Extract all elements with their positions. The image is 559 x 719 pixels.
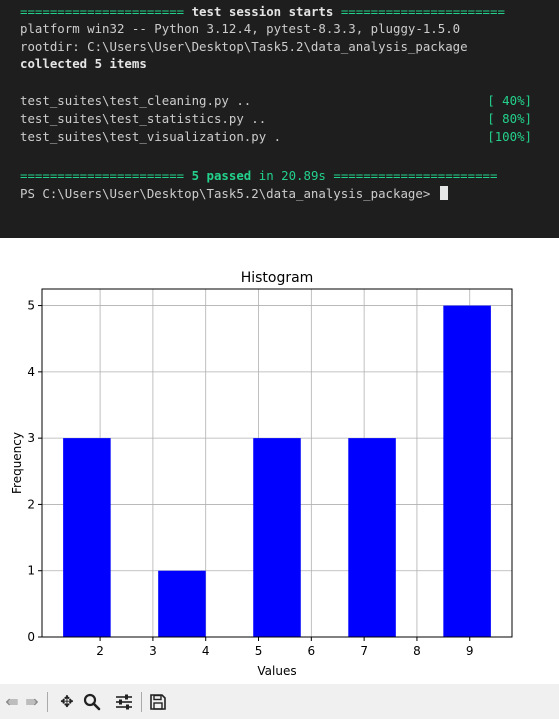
x-tick-label: 6 xyxy=(308,644,316,658)
x-tick-label: 4 xyxy=(202,644,210,658)
bars xyxy=(63,305,491,637)
pan-icon[interactable]: ✥ xyxy=(60,692,74,711)
configure-subplots-icon[interactable] xyxy=(113,693,135,711)
summary-duration: in 20.89s xyxy=(258,168,326,183)
y-tick-label: 5 xyxy=(27,299,35,313)
summary-passed: 5 passed xyxy=(191,168,252,183)
toolbar-separator xyxy=(47,692,48,712)
histogram-bar xyxy=(348,438,396,637)
test-result-row: test_suites\test_statistics.py .. [ 80%] xyxy=(20,110,532,128)
test-result-file: test_suites\test_cleaning.py .. xyxy=(20,93,252,108)
save-icon[interactable] xyxy=(148,693,168,711)
histogram-bar xyxy=(63,438,111,637)
session-header-title: test session starts xyxy=(191,4,334,19)
test-result-row: test_suites\test_visualization.py . [100%… xyxy=(20,128,532,146)
y-tick-label: 2 xyxy=(27,497,35,511)
platform-line: platform win32 -- Python 3.12.4, pytest-… xyxy=(20,21,461,36)
y-tick-label: 0 xyxy=(27,630,35,644)
shell-prompt: PS C:\Users\User\Desktop\Task5.2\data_an… xyxy=(20,186,431,201)
text-cursor xyxy=(439,186,448,200)
histogram-bar xyxy=(443,305,491,637)
summary-right-rule: ====================== xyxy=(333,168,498,183)
histogram-bar xyxy=(253,438,301,637)
terminal-panel: ====================== test session star… xyxy=(0,0,559,238)
x-tick-label: 3 xyxy=(149,644,157,658)
histogram-chart[interactable]: 2 3 4 5 6 7 8 9 0 1 2 3 4 5 Histogram Values Frequenc… xyxy=(0,238,559,684)
y-tick-label: 4 xyxy=(27,365,35,379)
x-tick-label: 9 xyxy=(466,644,474,658)
session-header-left-rule: ====================== xyxy=(20,4,185,19)
x-axis-label: Values xyxy=(257,664,296,678)
x-tick-label: 7 xyxy=(360,644,368,658)
back-arrow-icon[interactable]: ⇚ xyxy=(5,692,19,711)
forward-arrow-icon[interactable]: ⇛ xyxy=(25,692,39,711)
axes-frame xyxy=(41,288,513,638)
ticks: 2 3 4 5 6 7 8 9 0 1 2 3 4 5 xyxy=(27,299,473,658)
x-tick-label: 2 xyxy=(96,644,104,658)
x-tick-label: 8 xyxy=(413,644,421,658)
summary-line: ====================== 5 passed in 20.89… xyxy=(20,167,532,185)
test-result-progress: [100%] xyxy=(487,129,532,144)
test-result-file: test_suites\test_statistics.py .. xyxy=(20,111,267,126)
session-header-right-rule: ====================== xyxy=(340,4,505,19)
histogram-bar xyxy=(158,570,206,637)
test-result-file: test_suites\test_visualization.py . xyxy=(20,129,282,144)
summary-left-rule: ====================== xyxy=(20,168,185,183)
y-axis-label: Frequency xyxy=(10,432,24,494)
test-result-progress: [ 40%] xyxy=(487,93,532,108)
plot-canvas[interactable]: 2 3 4 5 6 7 8 9 0 1 2 3 4 5 Histogram Values Frequenc… xyxy=(0,238,559,684)
test-result-progress: [ 80%] xyxy=(487,111,532,126)
session-header-line: ====================== test session star… xyxy=(20,3,532,21)
prompt-line[interactable]: PS C:\Users\User\Desktop\Task5.2\data_an… xyxy=(20,185,532,203)
x-tick-label: 5 xyxy=(255,644,263,658)
y-tick-label: 3 xyxy=(27,431,35,445)
zoom-icon[interactable] xyxy=(82,693,102,711)
collected-line: collected 5 items xyxy=(20,56,147,71)
toolbar-separator xyxy=(141,692,142,712)
test-result-row: test_suites\test_cleaning.py .. [ 40%] xyxy=(20,92,532,110)
rootdir-line: rootdir: C:\Users\User\Desktop\Task5.2\d… xyxy=(20,39,468,54)
y-tick-label: 1 xyxy=(27,564,35,578)
chart-title: Histogram xyxy=(241,270,314,286)
plot-toolbar: ⇚ ⇛ ✥ xyxy=(0,684,559,719)
